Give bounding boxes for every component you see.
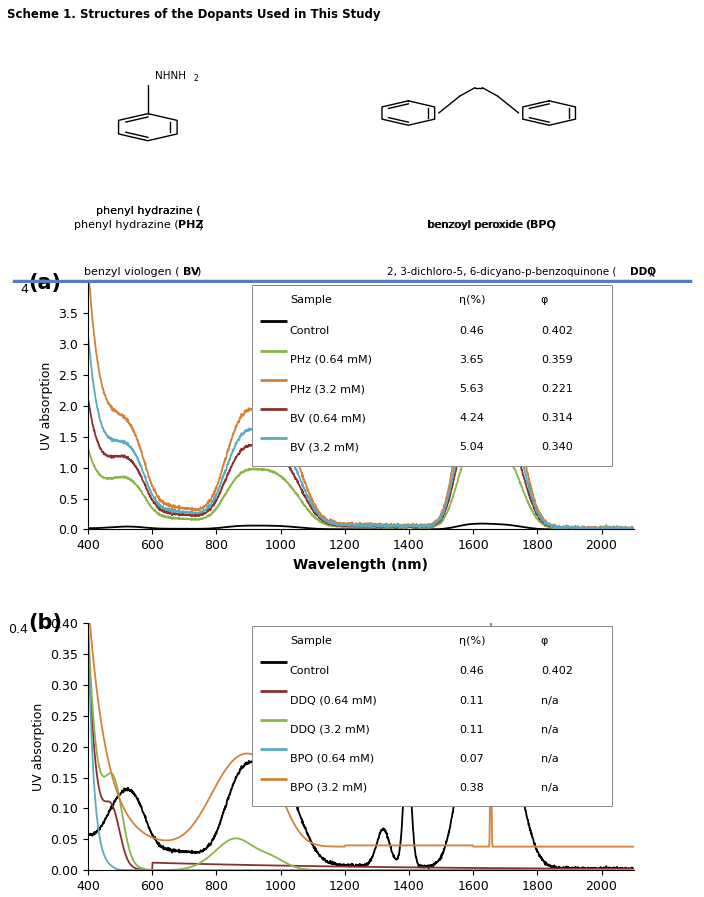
Text: Sample: Sample (290, 295, 332, 305)
Text: BPO: BPO (530, 221, 556, 231)
Text: phenyl hydrazine (: phenyl hydrazine ( (96, 206, 200, 216)
Text: n/a: n/a (541, 783, 558, 793)
Text: ): ) (198, 221, 202, 231)
Text: 4.24: 4.24 (459, 414, 484, 423)
Text: φ: φ (541, 636, 548, 646)
Text: Scheme 1. Structures of the Dopants Used in This Study: Scheme 1. Structures of the Dopants Used… (7, 8, 381, 22)
Text: DDQ (0.64 mM): DDQ (0.64 mM) (290, 695, 377, 706)
Text: phenyl hydrazine (: phenyl hydrazine ( (96, 206, 200, 216)
Text: 2: 2 (194, 74, 199, 83)
Text: 4: 4 (20, 283, 28, 295)
X-axis label: Wavelength (nm): Wavelength (nm) (294, 558, 428, 571)
Text: DDQ (3.2 mM): DDQ (3.2 mM) (290, 725, 370, 735)
Text: η(%): η(%) (459, 295, 486, 305)
Bar (252, 285, 612, 466)
Text: Control: Control (290, 666, 330, 676)
Text: PHZ: PHZ (178, 221, 203, 231)
Text: benzyl viologen (: benzyl viologen ( (84, 267, 180, 277)
Text: 0.11: 0.11 (459, 725, 484, 735)
Y-axis label: UV absorption: UV absorption (39, 361, 53, 450)
Text: (a): (a) (28, 273, 61, 292)
Bar (252, 626, 612, 806)
Text: ): ) (550, 221, 554, 231)
Text: BV (3.2 mM): BV (3.2 mM) (290, 442, 359, 452)
Text: (b): (b) (28, 614, 62, 633)
Text: BPO (3.2 mM): BPO (3.2 mM) (290, 783, 367, 793)
Text: 3.65: 3.65 (459, 355, 484, 365)
Text: Sample: Sample (290, 636, 332, 646)
Text: 0.4: 0.4 (8, 623, 28, 636)
Text: 0.221: 0.221 (541, 384, 573, 394)
Text: 0.46: 0.46 (459, 666, 484, 676)
Text: BPO (0.64 mM): BPO (0.64 mM) (290, 753, 374, 764)
Text: 0.46: 0.46 (459, 326, 484, 335)
Text: BV (0.64 mM): BV (0.64 mM) (290, 414, 366, 423)
Text: 0.402: 0.402 (541, 326, 573, 335)
Text: BV: BV (183, 267, 199, 277)
Text: benzoyl peroxide (: benzoyl peroxide ( (428, 221, 531, 231)
Text: 0.07: 0.07 (459, 753, 484, 764)
Text: 2, 3-dichloro-5, 6-dicyano-p-benzoquinone (: 2, 3-dichloro-5, 6-dicyano-p-benzoquinon… (387, 267, 617, 277)
Text: 0.402: 0.402 (541, 666, 573, 676)
Text: 5.04: 5.04 (459, 442, 484, 452)
Text: PHz (3.2 mM): PHz (3.2 mM) (290, 384, 365, 394)
Text: η(%): η(%) (459, 636, 486, 646)
Text: phenyl hydrazine (: phenyl hydrazine ( (74, 221, 179, 231)
Text: φ: φ (541, 295, 548, 305)
Text: NHNH: NHNH (155, 71, 186, 81)
Text: n/a: n/a (541, 695, 558, 706)
Text: Control: Control (290, 326, 330, 335)
Text: benzoyl peroxide (: benzoyl peroxide ( (427, 221, 530, 231)
Text: PHz (0.64 mM): PHz (0.64 mM) (290, 355, 372, 365)
Text: DDQ: DDQ (630, 267, 656, 277)
Text: 0.359: 0.359 (541, 355, 572, 365)
Text: ): ) (196, 267, 200, 277)
Text: n/a: n/a (541, 725, 558, 735)
Text: 0.314: 0.314 (541, 414, 572, 423)
Y-axis label: UV absorption: UV absorption (32, 702, 45, 791)
Text: 5.63: 5.63 (459, 384, 484, 394)
Text: ): ) (648, 267, 653, 277)
Text: n/a: n/a (541, 753, 558, 764)
Text: 0.11: 0.11 (459, 695, 484, 706)
Text: 0.38: 0.38 (459, 783, 484, 793)
Text: 0.340: 0.340 (541, 442, 572, 452)
